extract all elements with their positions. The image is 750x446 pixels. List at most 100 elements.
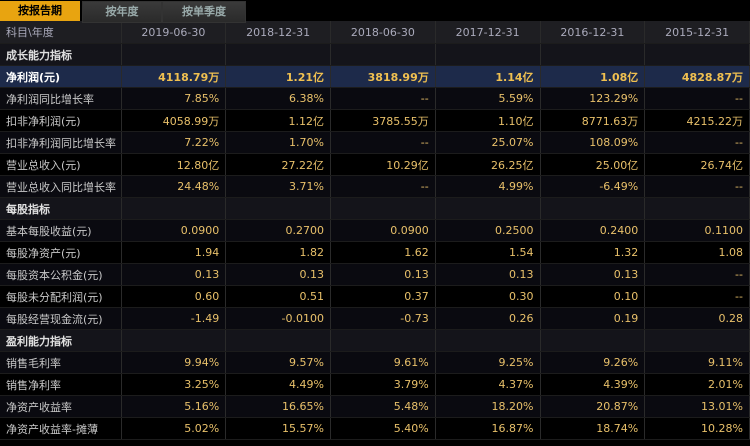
value-cell: 0.0900	[330, 219, 436, 242]
value-cell: 25.00亿	[540, 153, 646, 176]
section-empty-cell	[121, 329, 227, 352]
section-empty-cell	[225, 43, 331, 66]
section-header-row: 成长能力指标	[0, 43, 750, 66]
value-cell: --	[330, 175, 436, 198]
row-label: 基本每股收益(元)	[0, 219, 122, 242]
value-cell: -6.49%	[540, 175, 646, 198]
table-row[interactable]: 基本每股收益(元) 0.0900 0.2700 0.0900 0.2500 0.2400 0…	[0, 219, 750, 242]
value-cell: --	[644, 87, 750, 110]
section-empty-cell	[225, 329, 331, 352]
table-row[interactable]: 销售毛利率 9.94% 9.57% 9.61% 9.25% 9.26% 9.11%	[0, 351, 750, 374]
row-label: 净利润(元)	[0, 65, 122, 88]
value-cell: 0.60	[121, 285, 227, 308]
table-row[interactable]: 净利润(元) 4118.79万 1.21亿 3818.99万 1.14亿 1.08亿 482…	[0, 65, 750, 88]
table-row[interactable]: 净资产收益率-摊薄 5.02% 15.57% 5.40% 16.87% 18.74% 10.…	[0, 417, 750, 440]
value-cell: 0.10	[540, 285, 646, 308]
section-empty-cell	[540, 197, 646, 220]
value-cell: 18.20%	[435, 395, 541, 418]
row-label: 净资产收益率	[0, 395, 122, 418]
section-header-row: 每股指标	[0, 197, 750, 220]
row-label: 扣非净利润(元)	[0, 109, 122, 132]
table-row[interactable]: 净利润同比增长率 7.85% 6.38% -- 5.59% 123.29% --	[0, 87, 750, 110]
value-cell: 0.1100	[644, 219, 750, 242]
value-cell: 5.40%	[330, 417, 436, 440]
value-cell: 7.22%	[121, 131, 227, 154]
value-cell: 10.29亿	[330, 153, 436, 176]
value-cell: 0.2400	[540, 219, 646, 242]
table-row[interactable]: 营业总收入同比增长率 24.48% 3.71% -- 4.99% -6.49% --	[0, 175, 750, 198]
value-cell: 1.94	[121, 241, 227, 264]
table-row[interactable]: 每股资本公积金(元) 0.13 0.13 0.13 0.13 0.13 --	[0, 263, 750, 286]
value-cell: 20.87%	[540, 395, 646, 418]
value-cell: 26.74亿	[644, 153, 750, 176]
header-period[interactable]: 2017-12-31	[435, 21, 541, 44]
value-cell: 1.54	[435, 241, 541, 264]
section-empty-cell	[435, 329, 541, 352]
tab-by-quarter[interactable]: 按单季度	[162, 1, 246, 23]
value-cell: --	[644, 175, 750, 198]
header-subject: 科目\年度	[0, 21, 122, 44]
value-cell: 9.25%	[435, 351, 541, 374]
value-cell: 4.37%	[435, 373, 541, 396]
table-row[interactable]: 每股未分配利润(元) 0.60 0.51 0.37 0.30 0.10 --	[0, 285, 750, 308]
value-cell: 0.37	[330, 285, 436, 308]
row-label: 净资产收益率-摊薄	[0, 417, 122, 440]
value-cell: 8771.63万	[540, 109, 646, 132]
value-cell: 0.2700	[225, 219, 331, 242]
header-period[interactable]: 2015-12-31	[644, 21, 750, 44]
section-empty-cell	[644, 43, 750, 66]
header-period[interactable]: 2016-12-31	[540, 21, 646, 44]
value-cell: 3.71%	[225, 175, 331, 198]
value-cell: 0.19	[540, 307, 646, 330]
value-cell: 1.82	[225, 241, 331, 264]
row-label: 营业总收入(元)	[0, 153, 122, 176]
table-row[interactable]: 销售净利率 3.25% 4.49% 3.79% 4.37% 4.39% 2.01%	[0, 373, 750, 396]
value-cell: 4058.99万	[121, 109, 227, 132]
tab-by-year[interactable]: 按年度	[82, 1, 162, 23]
row-label: 销售净利率	[0, 373, 122, 396]
value-cell: 4118.79万	[121, 65, 227, 88]
value-cell: 1.14亿	[435, 65, 541, 88]
section-label: 每股指标	[0, 197, 122, 220]
value-cell: 16.87%	[435, 417, 541, 440]
header-period[interactable]: 2019-06-30	[121, 21, 227, 44]
value-cell: 0.51	[225, 285, 331, 308]
section-empty-cell	[435, 197, 541, 220]
section-empty-cell	[121, 197, 227, 220]
value-cell: 1.12亿	[225, 109, 331, 132]
value-cell: 26.25亿	[435, 153, 541, 176]
value-cell: -1.49	[121, 307, 227, 330]
header-period[interactable]: 2018-12-31	[225, 21, 331, 44]
value-cell: 2.01%	[644, 373, 750, 396]
value-cell: 10.28%	[644, 417, 750, 440]
header-period[interactable]: 2018-06-30	[330, 21, 436, 44]
value-cell: 18.74%	[540, 417, 646, 440]
value-cell: --	[644, 131, 750, 154]
value-cell: 4.39%	[540, 373, 646, 396]
value-cell: 0.28	[644, 307, 750, 330]
value-cell: 15.57%	[225, 417, 331, 440]
value-cell: 12.80亿	[121, 153, 227, 176]
value-cell: 6.38%	[225, 87, 331, 110]
value-cell: 1.08亿	[540, 65, 646, 88]
value-cell: 4.99%	[435, 175, 541, 198]
table-row[interactable]: 每股净资产(元) 1.94 1.82 1.62 1.54 1.32 1.08	[0, 241, 750, 264]
value-cell: --	[644, 285, 750, 308]
value-cell: 16.65%	[225, 395, 331, 418]
row-label: 净利润同比增长率	[0, 87, 122, 110]
value-cell: 0.0900	[121, 219, 227, 242]
value-cell: 123.29%	[540, 87, 646, 110]
section-empty-cell	[435, 43, 541, 66]
table-row[interactable]: 营业总收入(元) 12.80亿 27.22亿 10.29亿 26.25亿 25.00亿 26…	[0, 153, 750, 176]
table-row[interactable]: 每股经营现金流(元) -1.49 -0.0100 -0.73 0.26 0.19 0.28	[0, 307, 750, 330]
value-cell: 1.32	[540, 241, 646, 264]
value-cell: 5.16%	[121, 395, 227, 418]
table-header-row: 科目\年度 2019-06-30 2018-12-31 2018-06-30 2…	[0, 21, 750, 44]
value-cell: 0.26	[435, 307, 541, 330]
tab-by-report-period[interactable]: 按报告期	[0, 1, 80, 21]
row-label: 营业总收入同比增长率	[0, 175, 122, 198]
table-row[interactable]: 扣非净利润同比增长率 7.22% 1.70% -- 25.07% 108.09% --	[0, 131, 750, 154]
table-row[interactable]: 净资产收益率 5.16% 16.65% 5.48% 18.20% 20.87% 13.01%	[0, 395, 750, 418]
table-row[interactable]: 扣非净利润(元) 4058.99万 1.12亿 3785.55万 1.10亿 8771.6…	[0, 109, 750, 132]
report-tabs: 按报告期 按年度 按单季度	[0, 0, 750, 23]
